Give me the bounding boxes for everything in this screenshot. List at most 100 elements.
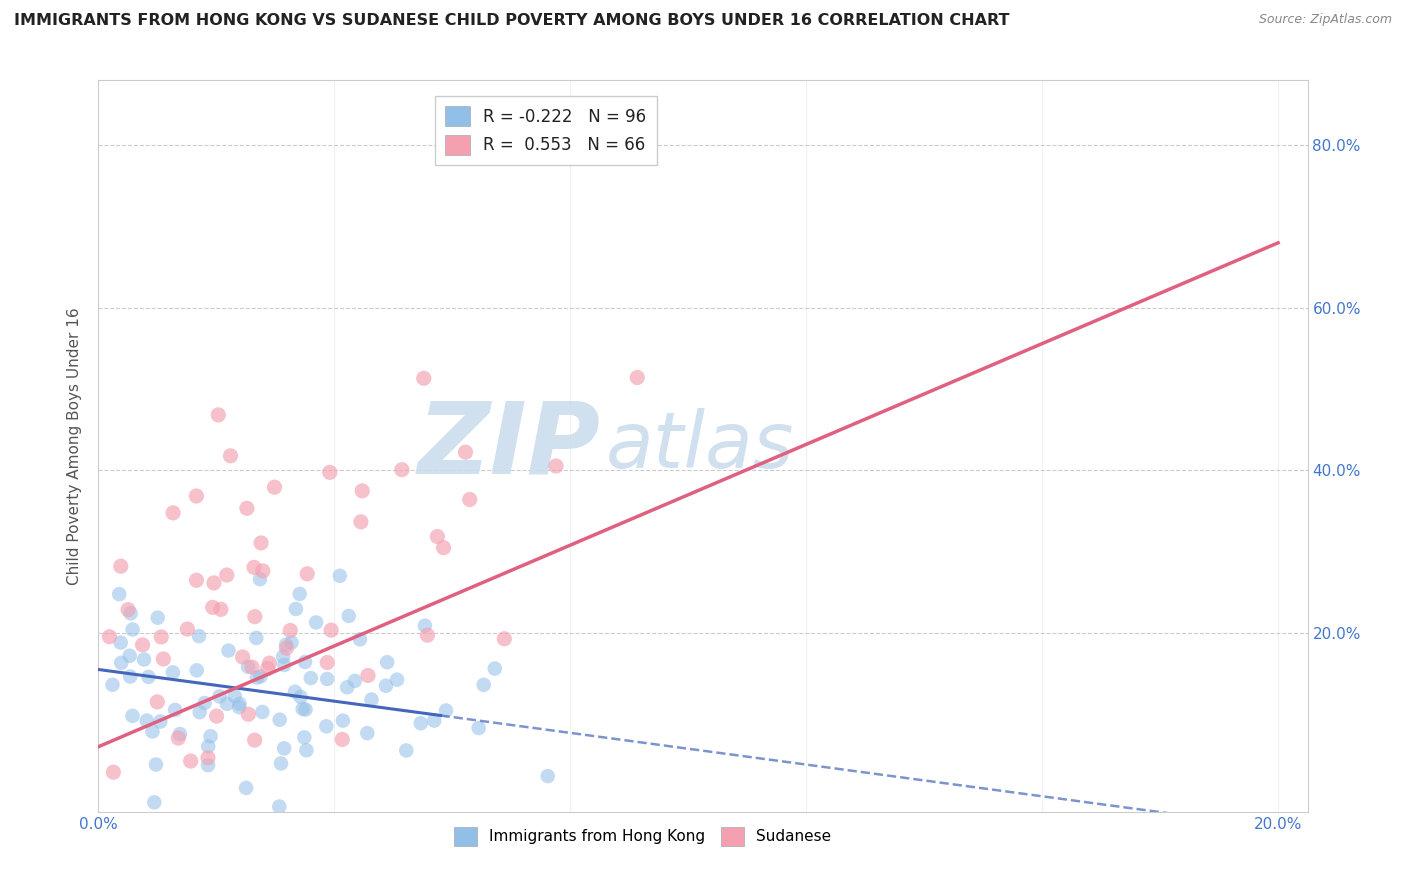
Point [120,669,142,683]
Point [432,541,454,555]
Point [243,733,266,747]
Point [135,714,157,728]
Point [202,576,225,591]
Point [330,732,353,747]
Point [121,623,143,637]
Point [273,657,295,672]
Point [145,757,167,772]
Point [249,572,271,586]
Point [270,756,292,771]
Point [288,587,311,601]
Point [343,673,366,688]
Point [537,769,560,783]
Point [259,656,281,670]
Point [246,671,269,685]
Text: atlas: atlas [606,408,794,484]
Point [467,721,489,735]
Point [186,489,208,503]
Point [208,690,231,704]
Point [169,727,191,741]
Point [284,602,307,616]
Point [352,483,374,498]
Point [494,632,516,646]
Point [273,741,295,756]
Point [284,685,307,699]
Point [143,795,166,809]
Point [332,714,354,728]
Point [416,628,439,642]
Point [375,655,398,669]
Point [316,672,339,686]
Point [186,574,208,588]
Point [299,671,322,685]
Point [391,463,413,477]
Point [434,704,457,718]
Point [412,371,434,385]
Point [274,638,297,652]
Point [152,652,174,666]
Point [215,697,238,711]
Point [256,661,278,675]
Point [426,530,449,544]
Text: IMMIGRANTS FROM HONG KONG VS SUDANESE CHILD POVERTY AMONG BOYS UNDER 16 CORRELAT: IMMIGRANTS FROM HONG KONG VS SUDANESE CH… [14,13,1010,29]
Point [250,536,273,550]
Point [215,568,238,582]
Point [357,668,380,682]
Point [149,714,172,729]
Point [375,679,398,693]
Point [103,765,125,780]
Point [413,618,436,632]
Point [207,408,229,422]
Point [138,670,160,684]
Point [108,587,131,601]
Point [454,445,477,459]
Point [626,370,648,384]
Point [360,692,382,706]
Point [423,714,446,728]
Point [131,638,153,652]
Point [150,630,173,644]
Point [197,739,219,754]
Point [297,566,319,581]
Point [271,649,294,664]
Point [544,458,567,473]
Point [118,648,141,663]
Point [409,716,432,731]
Point [167,731,190,745]
Point [146,610,169,624]
Point [218,643,240,657]
Point [336,681,359,695]
Point [294,655,316,669]
Point [321,623,343,637]
Point [228,700,250,714]
Point [110,635,132,649]
Point [240,660,263,674]
Point [349,632,371,647]
Point [180,754,202,768]
Point [243,560,266,574]
Point [243,609,266,624]
Point [228,697,250,711]
Point [194,696,217,710]
Point [294,702,316,716]
Point [249,669,271,683]
Point [132,652,155,666]
Point [269,713,291,727]
Point [292,731,315,745]
Point [117,602,139,616]
Point [276,641,298,656]
Point [458,492,481,507]
Point [201,600,224,615]
Text: Source: ZipAtlas.com: Source: ZipAtlas.com [1258,13,1392,27]
Point [280,635,302,649]
Point [291,702,314,716]
Point [209,602,232,616]
Point [395,743,418,757]
Text: ZIP: ZIP [418,398,600,494]
Point [186,663,208,677]
Point [98,630,121,644]
Point [101,678,124,692]
Point [245,631,267,645]
Point [165,703,187,717]
Point [141,724,163,739]
